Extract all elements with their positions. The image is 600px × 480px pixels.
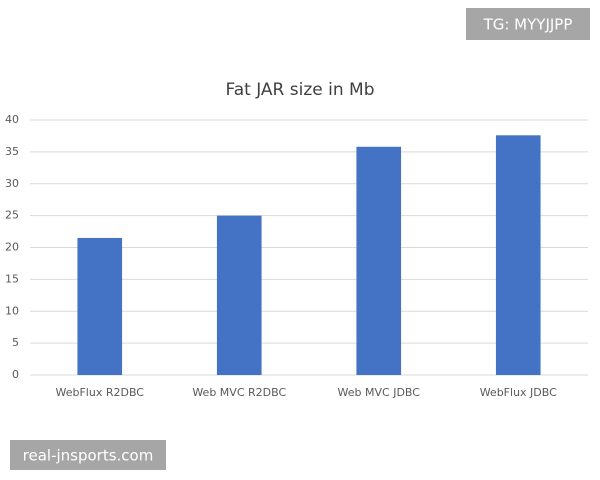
bar [495,135,541,375]
plot: 0 5 10 15 20 25 30 35 40 WebFlux R2DBC Web MVC R2D… [5,113,588,399]
chart-title: Fat JAR size in Mb [226,80,375,100]
y-tick-label: 25 [5,209,19,222]
y-tick-label: 5 [12,336,19,349]
y-tick-label: 40 [5,113,19,126]
x-tick-label: WebFlux JDBC [480,386,557,399]
x-tick-label: WebFlux R2DBC [56,386,145,399]
y-tick-label: 15 [5,272,19,285]
watermark: TG: MYYJJPP [483,16,573,34]
bar [356,146,402,375]
watermark-box [10,440,166,470]
bar [77,237,123,375]
y-tick-label: 20 [5,241,19,254]
watermark-box [466,8,590,40]
y-tick-label: 30 [5,177,19,190]
x-tick-label: Web MVC JDBC [338,386,421,399]
y-tick-label: 10 [5,304,19,317]
bar [216,215,262,375]
y-tick-label: 0 [12,368,19,381]
watermark: real-jnsports.com [23,447,154,465]
x-tick-label: Web MVC R2DBC [192,386,286,399]
y-tick-label: 35 [5,145,19,158]
